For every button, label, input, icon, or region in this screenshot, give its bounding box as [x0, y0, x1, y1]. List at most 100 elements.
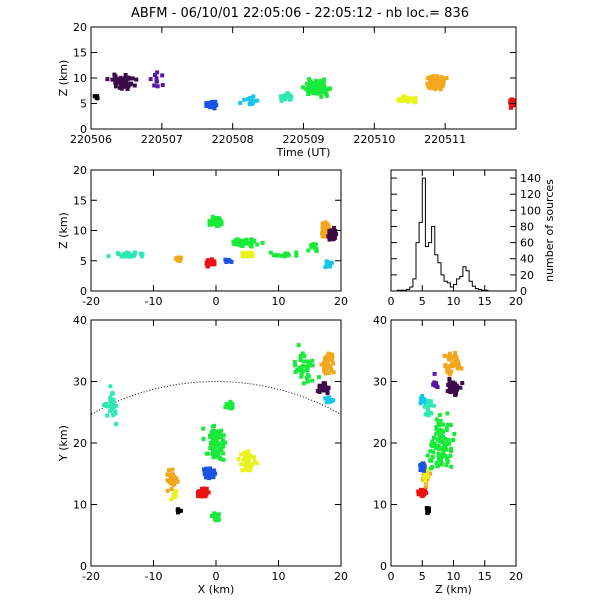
plan-view-marker-green — [213, 449, 218, 454]
x-height-marker-aqua — [127, 254, 132, 259]
plan-view-marker-orange — [325, 364, 330, 369]
x-height-marker-green — [249, 242, 254, 246]
y-tick-label: 100 — [520, 204, 541, 217]
plan-view-marker-aqua — [114, 422, 119, 427]
plan-view-marker-cyan — [323, 396, 328, 401]
plan-view-marker-orange — [322, 368, 326, 373]
z-plan-marker-green — [437, 423, 442, 428]
time-height-marker-dark_purple — [115, 77, 120, 82]
plan-view-marker-green — [216, 429, 221, 434]
x-height-marker-orange — [178, 255, 183, 260]
x-height-marker-green — [294, 250, 299, 255]
x-tick-label: 20 — [334, 295, 348, 308]
plan-view-marker-blue — [204, 466, 209, 471]
z-plan-marker-green — [437, 458, 442, 463]
x-height-marker-yellow — [250, 254, 255, 259]
z-plan-marker-orange — [449, 369, 454, 374]
time-height-marker-orange — [440, 76, 445, 80]
time-height-marker-dark_purple — [134, 77, 139, 82]
z-plan-marker-orange — [454, 355, 459, 360]
time-height-marker-dark_purple — [130, 76, 135, 81]
plan-view-marker-yellow — [244, 454, 249, 458]
plan-view-marker-green — [301, 359, 306, 364]
time-height-marker-dark_purple — [117, 77, 122, 82]
plan-view-marker-yellow — [246, 462, 251, 467]
y-tick-label: 40 — [73, 314, 87, 327]
z-plan-marker-green — [452, 431, 457, 436]
z-plan-marker-green — [432, 441, 437, 446]
z-plan-marker-green — [430, 465, 435, 469]
time-height-marker-red — [509, 105, 513, 110]
x-tick-label: -10 — [145, 295, 163, 308]
time-height-marker-cyan — [255, 98, 259, 103]
time-height-marker-black — [92, 94, 97, 99]
plan-view-marker-green — [295, 368, 300, 372]
plan-view-marker-orange — [175, 479, 180, 484]
plan-view-marker-blue — [209, 472, 214, 477]
plan-view-marker-aqua — [110, 406, 115, 411]
z-histogram-content — [391, 177, 516, 291]
x-axis-label: X (km) — [198, 583, 235, 596]
plan-view-marker-green — [298, 358, 303, 362]
z-plan-marker-dark_purple — [447, 379, 452, 384]
plan-view-marker-orange — [329, 367, 334, 372]
time-height-marker-red — [509, 97, 514, 102]
z-plan-marker-aqua — [426, 413, 431, 418]
x-tick-label: 220506 — [70, 133, 112, 146]
z-plan-marker-green — [437, 413, 442, 417]
z-plan-marker-cyan — [420, 398, 425, 403]
plan-view-panel: -20 -10 0 10 20 0 10 20 30 40 X (km) Y (km) — [57, 314, 348, 596]
plan-view-marker-cyan — [327, 395, 332, 400]
z-plan-marker-green — [444, 463, 449, 468]
z-plan-marker-orange — [447, 351, 452, 356]
z-plan-marker-green — [449, 449, 453, 454]
plan-view-marker-yellow — [244, 464, 249, 469]
plan-view-marker-dark_purple — [320, 383, 325, 388]
z-plan-marker-green — [440, 439, 445, 444]
z-plan-marker-dark_purple — [451, 380, 455, 385]
z-plan-marker-black — [425, 508, 430, 513]
x-height-marker-blue — [226, 259, 231, 264]
plan-view-marker-orange — [331, 370, 336, 375]
plan-view-marker-yellow — [244, 459, 249, 464]
time-height-marker-purple — [148, 77, 153, 82]
z-plan-marker-orange — [442, 353, 447, 358]
plan-view-marker-yellow — [248, 466, 253, 471]
x-height-marker-yellow — [240, 254, 245, 259]
z-plan-marker-dark_purple — [445, 389, 450, 394]
time-height-marker-dark_purple — [125, 84, 130, 89]
x-height-marker-green — [240, 238, 245, 243]
plan-view-marker-green — [221, 444, 226, 449]
plan-view-marker-green — [209, 434, 214, 439]
z-plan-content — [416, 350, 465, 515]
plan-view-marker-green — [212, 434, 217, 438]
plan-view-marker-orange — [165, 488, 170, 493]
z-plan-marker-green — [444, 428, 449, 433]
time-height-marker-yellow — [413, 96, 418, 101]
z-plan-marker-green — [440, 430, 445, 434]
plan-view-marker-blue — [203, 472, 208, 477]
x-height-marker-orange — [322, 233, 327, 238]
plan-view-marker-green — [305, 359, 310, 364]
x-height-marker-green — [286, 252, 290, 257]
plan-view-marker-green — [299, 372, 304, 376]
plan-view-marker-aqua — [108, 395, 113, 400]
y-tick-label: 10 — [373, 499, 387, 512]
x-height-content — [106, 214, 339, 270]
x-height-marker-green — [275, 253, 280, 258]
z-plan-marker-green — [446, 442, 451, 446]
time-height-marker-green — [308, 79, 313, 84]
x-tick-label: 10 — [272, 295, 286, 308]
plan-view-marker-green — [310, 378, 315, 383]
time-height-marker-orange — [428, 74, 433, 79]
z-plan-marker-green — [448, 454, 453, 458]
z-plan-marker-green — [434, 460, 439, 465]
z-plan-marker-purple — [432, 371, 437, 376]
plan-view-marker-orange — [325, 358, 330, 363]
plan-view-marker-orange — [326, 355, 331, 360]
x-height-marker-red — [204, 261, 209, 266]
plan-view-marker-green — [216, 454, 221, 459]
x-height-marker-green — [311, 242, 316, 247]
plan-view-marker-green — [212, 429, 217, 434]
time-height-marker-purple — [153, 73, 157, 77]
